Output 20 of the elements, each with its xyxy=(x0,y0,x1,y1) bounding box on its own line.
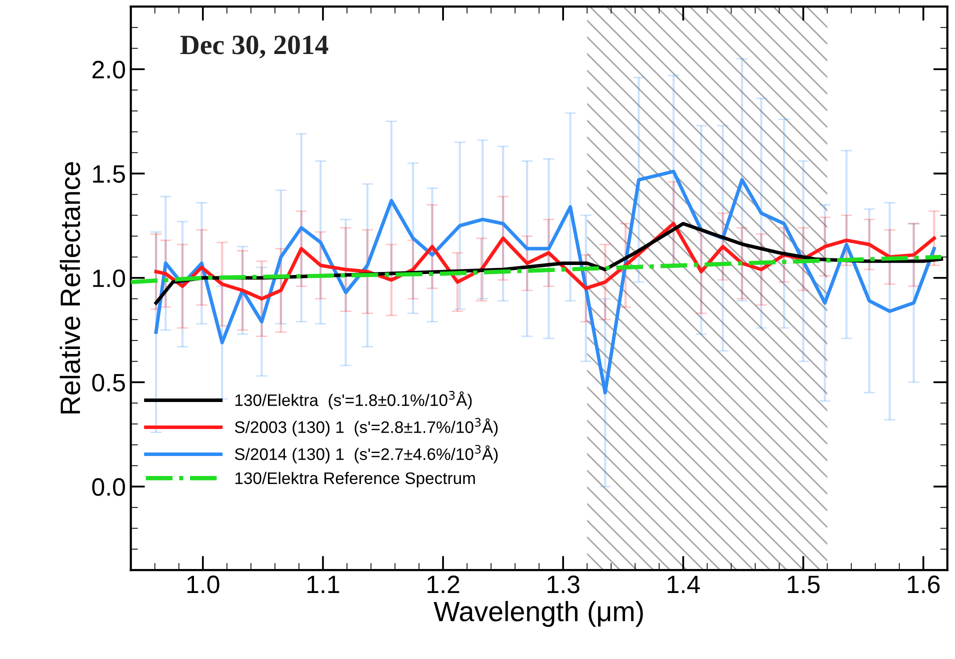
x-axis-title: Wavelength (μm) xyxy=(434,600,643,627)
line-series xyxy=(130,254,944,284)
y-tick-label: 0.5 xyxy=(92,374,125,392)
y-tick-label: 1.5 xyxy=(93,165,125,183)
x-tick-label: 1.2 xyxy=(428,576,460,594)
y-tick-label: 2.0 xyxy=(92,60,125,78)
x-tick-label: 1.0 xyxy=(187,576,220,594)
legend-label: 130/Elektra Reference Spectrum xyxy=(235,472,475,488)
x-tick-label: 1.3 xyxy=(548,576,580,594)
annotation: Dec 30, 2014 xyxy=(180,36,328,58)
legend-label: 130/Elektra (s'=1.8±0.1%/10$^{3}$Å) xyxy=(235,390,472,410)
x-tick-label: 1.1 xyxy=(307,576,340,594)
x-tick-label: 1.4 xyxy=(668,576,700,594)
legend-label: S/2014 (130) 1 (s'=2.7±4.6%/10$^{3}$Å) xyxy=(234,444,498,464)
y-axis-title: Relative Reflectance xyxy=(60,162,80,414)
y-tick-label: 1.0 xyxy=(93,269,125,288)
y-tick-label: 0.0 xyxy=(92,478,125,496)
x-tick-label: 1.5 xyxy=(788,576,820,594)
legend-label: S/2003 (130) 1 (s'=2.8±1.7%/10$^{3}$Å) xyxy=(234,418,498,436)
x-tick-label: 1.6 xyxy=(908,576,940,594)
